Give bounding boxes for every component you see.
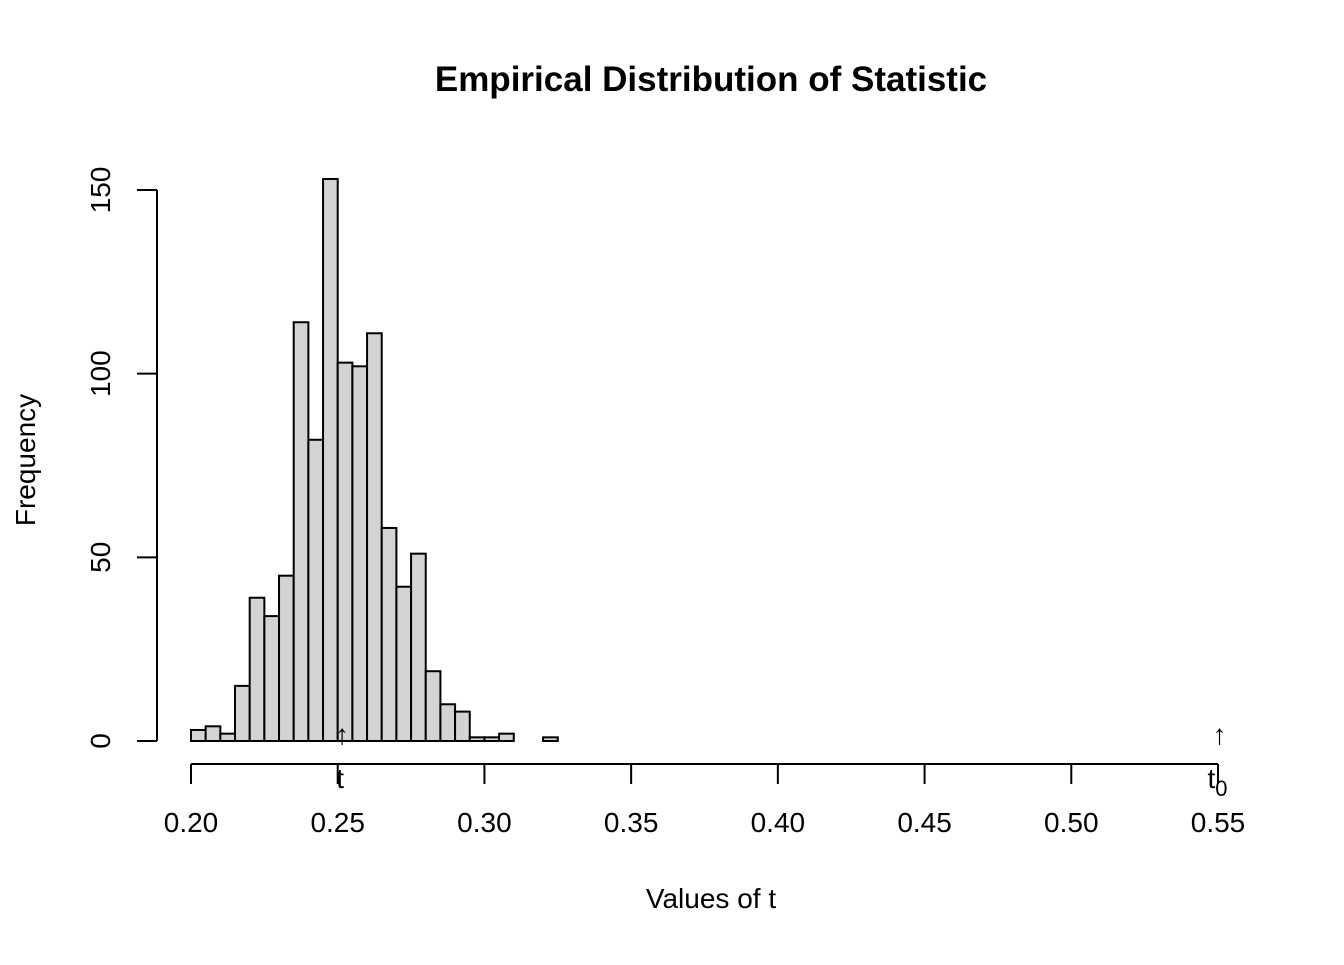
x-tick-label: 0.25 <box>310 807 365 838</box>
x-tick-label: 0.40 <box>751 807 806 838</box>
chart-title: Empirical Distribution of Statistic <box>435 60 987 99</box>
y-tick-label: 50 <box>85 542 116 573</box>
histogram-bar <box>468 736 486 743</box>
y-tick-label: 0 <box>85 733 116 749</box>
x-tick-label: 0.30 <box>457 807 512 838</box>
x-axis: 0.20 0.25 0.30 0.35 0.40 0.45 0.50 0.55 <box>164 763 1246 838</box>
histogram-bar <box>322 177 339 743</box>
histogram-bar <box>439 703 457 743</box>
histogram-bar <box>454 710 471 742</box>
histogram-bar <box>204 725 222 742</box>
histogram-bar <box>278 574 295 743</box>
marker-label-text: t <box>1207 763 1215 794</box>
x-tick-label: 0.35 <box>604 807 659 838</box>
histogram-bar <box>498 732 515 743</box>
histogram-bar <box>190 728 207 742</box>
x-axis-label: Values of t <box>646 883 776 914</box>
histogram-bar <box>219 732 237 743</box>
marker-label-t0: t0 <box>1207 763 1227 801</box>
x-tick-label: 0.55 <box>1191 807 1246 838</box>
histogram-bar <box>395 585 413 742</box>
y-tick-label: 100 <box>85 350 116 397</box>
markers-group: ↑t↑t0 <box>335 719 1227 801</box>
x-tick-label: 0.50 <box>1044 807 1099 838</box>
histogram-bar <box>424 670 442 743</box>
bars-group <box>190 177 559 743</box>
marker-arrow: ↑ <box>335 719 349 750</box>
histogram-bar <box>380 526 398 743</box>
marker-label-t: t <box>336 763 344 794</box>
marker-label-text: t <box>336 763 344 794</box>
y-axis-label: Frequency <box>10 394 41 526</box>
x-tick-label: 0.20 <box>164 807 219 838</box>
y-tick-label: 150 <box>85 167 116 214</box>
histogram-bar <box>366 332 383 742</box>
histogram-bar <box>248 596 266 742</box>
histogram-bar <box>542 736 559 743</box>
histogram-bar <box>292 321 310 742</box>
x-tick-label: 0.45 <box>897 807 952 838</box>
y-axis: 0 50 100 150 <box>85 167 158 749</box>
marker-arrow: ↑ <box>1212 719 1226 750</box>
histogram-bar <box>351 365 369 742</box>
marker-label-subscript: 0 <box>1215 776 1227 801</box>
histogram-bar <box>483 736 501 743</box>
histogram-bar <box>234 684 251 743</box>
histogram-bar <box>410 552 427 742</box>
histogram-bar <box>336 361 354 742</box>
histogram-bar <box>263 615 281 742</box>
histogram-bar <box>307 438 325 742</box>
